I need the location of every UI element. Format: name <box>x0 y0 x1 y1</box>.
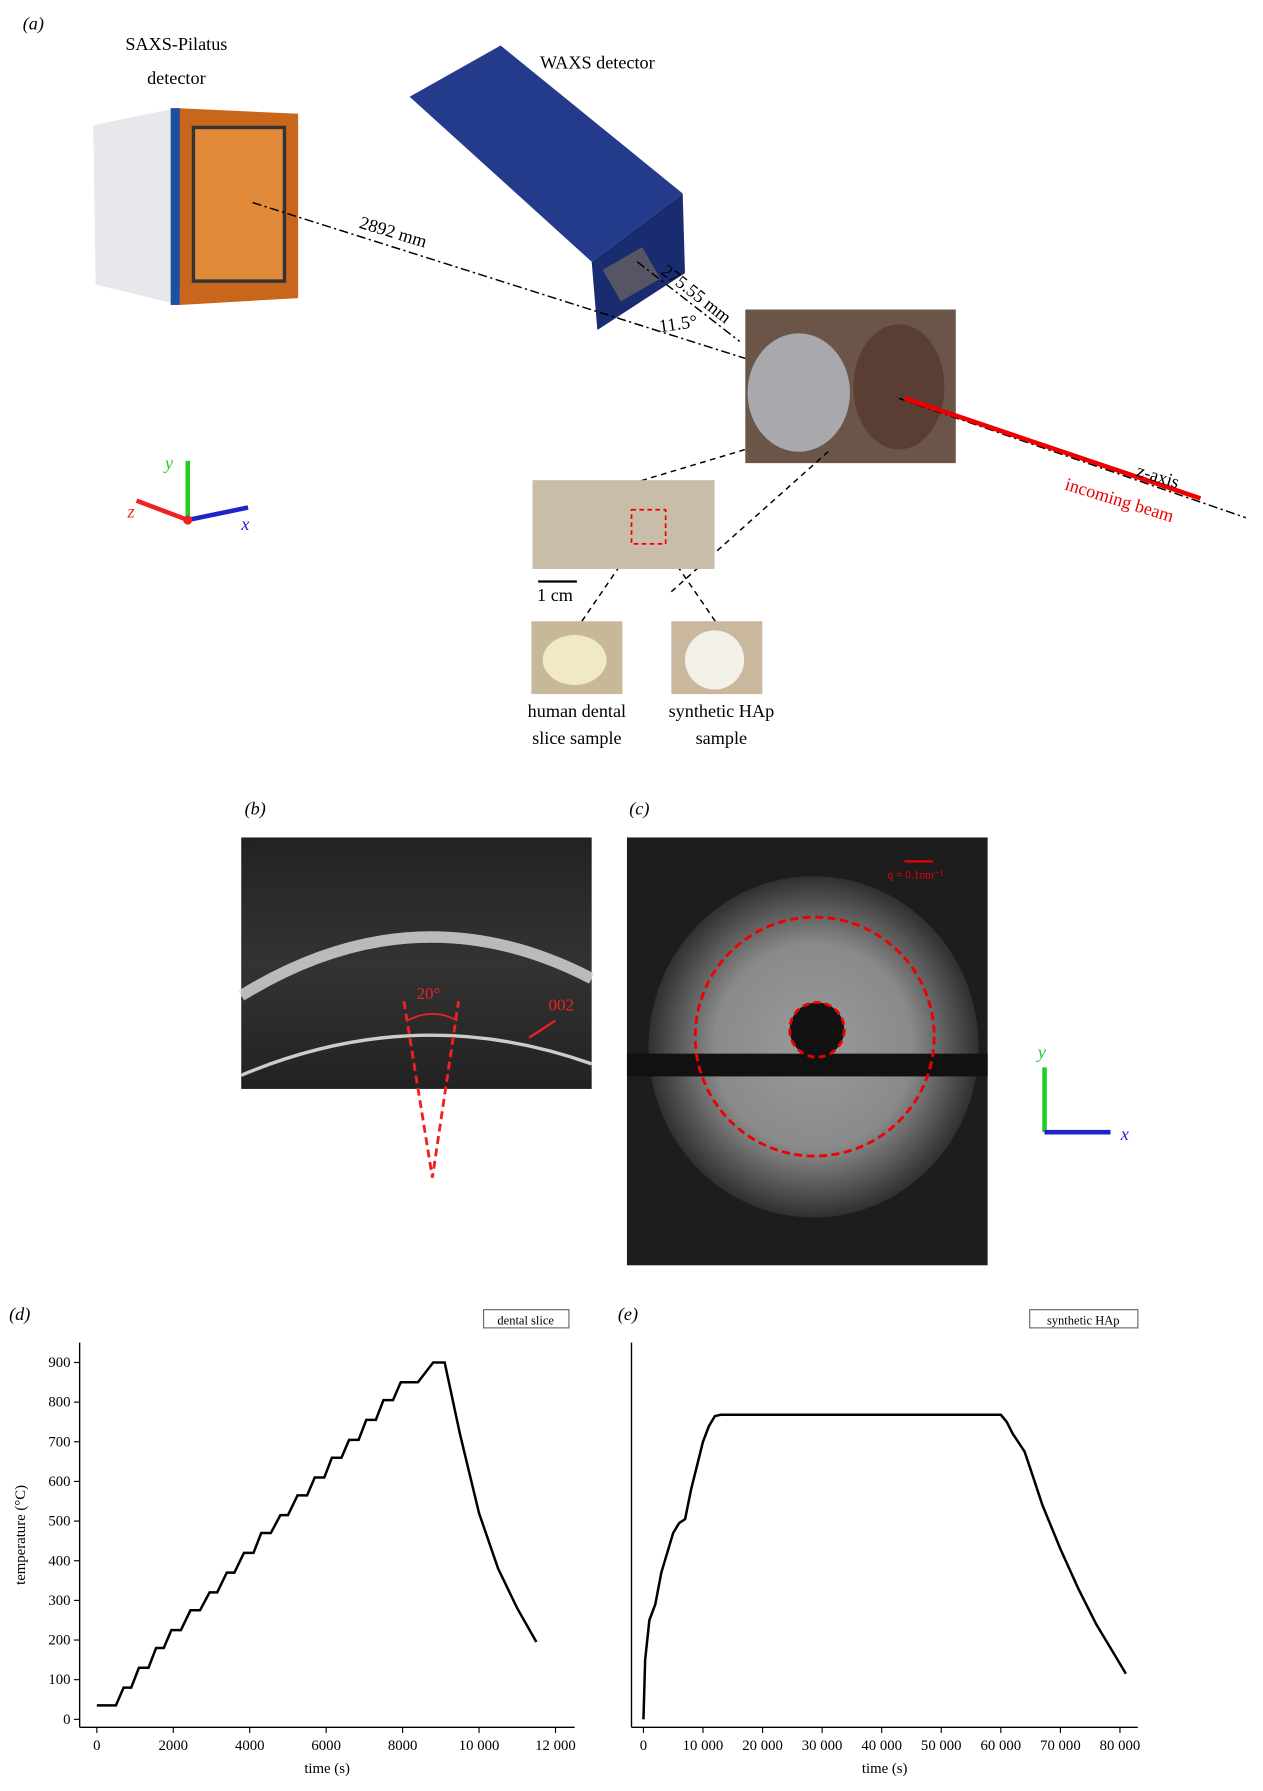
y-tick-label: 100 <box>48 1672 70 1688</box>
y-tick-label: 500 <box>48 1514 70 1530</box>
panel-c: (c) q = 0.1nm⁻¹ y x <box>627 799 1129 1266</box>
x-axis-label: time (s) <box>304 1761 350 1777</box>
legend-entry: dental slice <box>497 1313 554 1327</box>
y-tick-label: 200 <box>48 1633 70 1649</box>
panel-label: (e) <box>618 1304 638 1325</box>
x-tick-label: 6000 <box>311 1738 341 1754</box>
x-tick-label: 8000 <box>388 1738 418 1754</box>
axis-label: y <box>1036 1042 1047 1062</box>
panel-label: (b) <box>245 799 266 820</box>
x-tick-label: 4000 <box>235 1738 265 1754</box>
x-tick-label: 30 000 <box>802 1738 843 1754</box>
x-tick-label: 12 000 <box>535 1738 576 1754</box>
saxs-photo <box>93 108 298 305</box>
y-tick-label: 600 <box>48 1474 70 1490</box>
label: 1 cm <box>537 585 573 605</box>
y-tick-label: 800 <box>48 1395 70 1411</box>
label: human dental <box>528 701 627 721</box>
x-tick-label: 10 000 <box>683 1738 724 1754</box>
label: detector <box>147 68 206 88</box>
x-tick-label: 40 000 <box>861 1738 902 1754</box>
x-tick-label: 80 000 <box>1100 1738 1141 1754</box>
label: sample <box>696 728 748 748</box>
y-tick-label: 400 <box>48 1553 70 1569</box>
y-tick-label: 300 <box>48 1593 70 1609</box>
panel-b: (b) 20° 002 <box>241 799 591 1178</box>
line <box>97 1362 537 1705</box>
y-tick-label: 700 <box>48 1434 70 1450</box>
x-tick-label: 0 <box>93 1738 100 1754</box>
chamber-photo <box>745 310 956 464</box>
x-tick-label: 10 000 <box>459 1738 500 1754</box>
x-tick-label: 2000 <box>159 1738 189 1754</box>
x-tick-label: 0 <box>640 1738 647 1754</box>
axes-a <box>137 461 249 525</box>
figure: (a) SAXS-Pilatus detector WAXS detector … <box>0 0 1263 1791</box>
axis-label: z <box>126 502 134 522</box>
axis-label: y <box>163 453 174 473</box>
label: slice sample <box>532 728 621 748</box>
panel-label: (d) <box>9 1304 30 1325</box>
x-axis-label: time (s) <box>862 1761 908 1777</box>
y-tick-label: 0 <box>63 1712 70 1728</box>
x-tick-label: 50 000 <box>921 1738 962 1754</box>
label: q = 0.1nm⁻¹ <box>888 869 944 881</box>
x-tick-label: 60 000 <box>981 1738 1022 1754</box>
panel-label: (a) <box>23 14 44 35</box>
label: 2892 mm <box>357 212 429 251</box>
x-tick-label: 20 000 <box>742 1738 783 1754</box>
label: SAXS-Pilatus <box>125 34 227 54</box>
axis-label: x <box>240 514 249 534</box>
panel-label: (c) <box>629 799 649 820</box>
y-axis-label: temperature (°C) <box>13 1485 29 1585</box>
x-tick-label: 70 000 <box>1040 1738 1081 1754</box>
legend-entry: synthetic HAp <box>1047 1313 1120 1327</box>
line <box>643 1415 1125 1719</box>
axis-label: x <box>1120 1124 1129 1144</box>
waxs-photo <box>410 46 685 330</box>
label: synthetic HAp <box>669 701 775 721</box>
label: WAXS detector <box>540 52 655 72</box>
label: 002 <box>548 995 574 1014</box>
y-tick-label: 900 <box>48 1355 70 1371</box>
label: 11.5° <box>658 311 699 336</box>
label: 20° <box>416 984 440 1003</box>
